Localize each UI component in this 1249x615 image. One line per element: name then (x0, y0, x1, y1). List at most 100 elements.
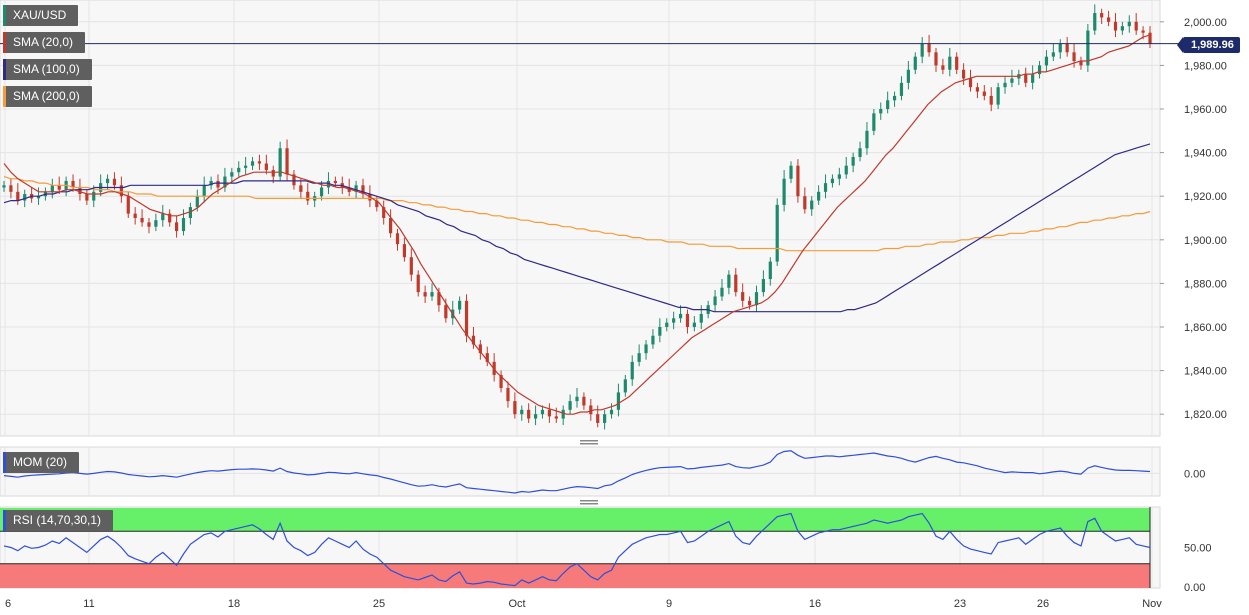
candle-body (651, 335, 655, 345)
candle-body (747, 300, 752, 306)
sma100-line (3, 143, 1151, 313)
legend-sma20[interactable]: SMA (20,0) (3, 32, 86, 53)
momentum-panel[interactable]: 0.00 (0, 446, 1205, 505)
candle-body (665, 322, 669, 327)
legend-symbol-label: XAU/USD (13, 8, 67, 22)
candle (527, 403, 531, 423)
candle-body (112, 178, 117, 186)
x-tick-label: 26 (1037, 598, 1049, 610)
candle-body (589, 405, 593, 415)
candle (609, 403, 614, 419)
candle-body (520, 409, 524, 415)
candle-body (962, 69, 966, 79)
candle-body (1113, 21, 1118, 31)
y-tick-label: 1,920.00 (1184, 191, 1227, 203)
legend-sma100[interactable]: SMA (100,0) (3, 59, 92, 80)
candle-body (126, 196, 130, 214)
candle-body (299, 185, 303, 192)
candle-body (851, 156, 855, 166)
candle (520, 405, 524, 421)
candle (872, 109, 876, 136)
candle (154, 213, 158, 232)
candle (174, 215, 179, 238)
candle (112, 172, 117, 190)
candle-body (1044, 56, 1049, 66)
x-tick-label: 23 (954, 598, 966, 610)
candle-body (561, 409, 565, 419)
candle-body (464, 300, 469, 336)
candle-body (471, 335, 476, 345)
candle-body (1100, 13, 1104, 18)
candle (1024, 67, 1028, 88)
candle (202, 176, 206, 203)
candle (1003, 76, 1007, 94)
legend-mom[interactable]: MOM (20) (3, 452, 79, 473)
candle-body (616, 392, 621, 410)
candle (727, 270, 731, 295)
candle-body (78, 187, 82, 195)
candle (789, 161, 793, 184)
candle (568, 394, 572, 415)
rsi-overbought-zone (0, 508, 1150, 532)
candle (278, 141, 282, 181)
candle-body (333, 180, 337, 184)
candle-body (105, 178, 110, 184)
candle-body (913, 56, 917, 70)
legend-sma100-color (3, 59, 6, 80)
candle-body (920, 43, 924, 57)
candle-body (1134, 21, 1138, 31)
candle-body (1079, 61, 1083, 66)
candle (817, 185, 821, 205)
candle-body (858, 148, 862, 157)
candle (1079, 56, 1083, 70)
candle-body (941, 65, 945, 70)
candle (968, 69, 973, 92)
candle-body (437, 292, 441, 306)
legend-sma200[interactable]: SMA (200,0) (3, 86, 92, 107)
legend-sma200-color (3, 86, 6, 107)
rsi-panel[interactable]: 50.00 0.00 (0, 506, 1212, 594)
candle (886, 91, 890, 114)
candle-body (306, 191, 310, 201)
candle-body (934, 52, 938, 66)
candle-body (188, 207, 192, 218)
candle (533, 405, 538, 426)
legend-rsi[interactable]: RSI (14,70,30,1) (3, 510, 114, 531)
candle (1031, 65, 1035, 90)
candle-body (499, 374, 503, 389)
candle-body (1037, 65, 1042, 75)
candle-body (1003, 82, 1007, 88)
candle (948, 47, 952, 77)
candle-body (409, 257, 413, 275)
rsi-line (3, 512, 1151, 587)
candle-body (609, 409, 614, 415)
candle-body (1058, 43, 1062, 53)
candle (499, 370, 503, 393)
candle-body (782, 178, 786, 205)
candle-body (741, 292, 745, 301)
candle-body (244, 165, 248, 168)
sma20-line (3, 34, 1151, 415)
candle (589, 398, 593, 421)
candle (623, 374, 627, 397)
y-tick-label: 1,840.00 (1184, 366, 1227, 378)
candle (678, 305, 683, 323)
candle (1120, 21, 1124, 35)
candle (230, 167, 234, 184)
candle (1065, 37, 1069, 57)
candle-body (768, 261, 772, 280)
y-tick-label: 1,860.00 (1184, 322, 1227, 334)
candle (299, 178, 303, 199)
candle-body (596, 414, 600, 423)
candle (1134, 13, 1138, 35)
price-panel[interactable]: 2,000.00 1,980.00 1,960.00 1,940.00 1,920.00… (0, 0, 1227, 445)
candle-body (319, 187, 324, 197)
candle (899, 76, 904, 101)
candle (761, 270, 765, 297)
candle (395, 228, 400, 251)
time-axis: 6 11 18 25 Oct 9 16 23 26 Nov (5, 598, 1162, 610)
legend-symbol[interactable]: XAU/USD (3, 5, 79, 26)
legend-sma20-label: SMA (20,0) (13, 35, 74, 49)
candle (264, 154, 268, 175)
